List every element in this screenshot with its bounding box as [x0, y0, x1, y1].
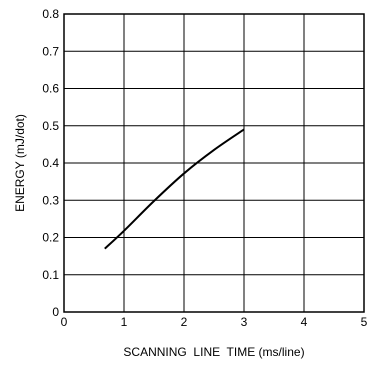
y-tick-label: 0.1	[42, 268, 59, 282]
grid-lines	[63, 13, 365, 313]
x-tick-label: 1	[121, 315, 128, 329]
x-tick-label: 4	[301, 315, 308, 329]
y-tick-labels: 0 0.1 0.2 0.3 0.4 0.5 0.6 0.7 0.8	[42, 7, 59, 319]
x-tick-label: 0	[61, 315, 68, 329]
x-tick-labels: 0 1 2 3 4 5	[61, 315, 368, 329]
plot-frame	[63, 13, 365, 313]
x-axis-label: SCANNING LINE TIME (ms/line)	[123, 345, 304, 359]
y-tick-label: 0.4	[42, 156, 59, 170]
y-tick-label: 0.2	[42, 231, 59, 245]
series-line-0	[104, 128, 245, 250]
x-tick-label: 5	[361, 315, 368, 329]
y-tick-label: 0.3	[42, 193, 59, 207]
y-axis-label: ENERGY (mJ/dot)	[13, 114, 27, 212]
x-tick-label: 2	[181, 315, 188, 329]
series-group	[104, 128, 245, 250]
x-tick-label: 3	[241, 315, 248, 329]
y-tick-label: 0.8	[42, 7, 59, 21]
y-tick-label: 0.7	[42, 44, 59, 58]
y-tick-label: 0.5	[42, 119, 59, 133]
y-tick-label: 0.6	[42, 82, 59, 96]
y-tick-label: 0	[52, 305, 59, 319]
